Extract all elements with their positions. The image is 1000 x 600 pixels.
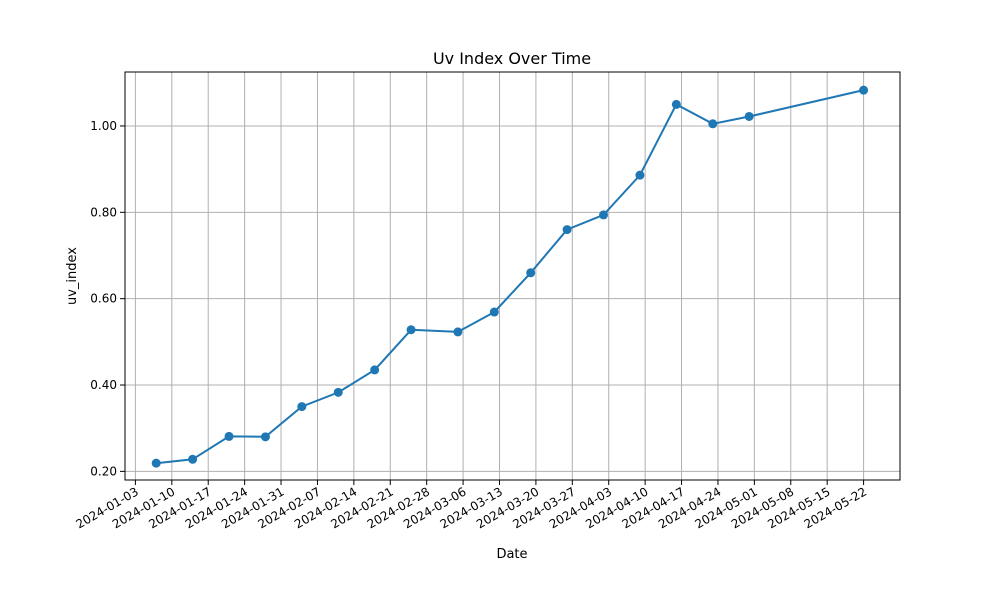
data-point: [297, 402, 307, 412]
data-point: [406, 325, 416, 335]
y-tick-label: 0.80: [90, 205, 117, 219]
data-point: [526, 268, 536, 278]
grid-lines: [125, 72, 900, 480]
data-point: [188, 454, 198, 464]
data-point: [224, 431, 234, 441]
data-point: [708, 119, 718, 129]
data-point: [260, 432, 270, 442]
data-point: [744, 111, 754, 121]
data-point: [635, 170, 645, 180]
y-tick-label: 0.60: [90, 292, 117, 306]
plot-frame: [124, 71, 901, 481]
data-point: [151, 458, 161, 468]
data-point: [599, 210, 609, 220]
data-point: [489, 307, 499, 317]
series-layer: [151, 85, 869, 468]
data-point: [671, 99, 681, 109]
data-point: [562, 225, 572, 235]
chart-title: Uv Index Over Time: [433, 49, 591, 68]
data-point: [370, 365, 380, 375]
x-axis-label: Date: [496, 547, 527, 562]
data-point: [453, 327, 463, 337]
series-line: [156, 89, 864, 465]
y-tick-label: 0.40: [90, 378, 117, 392]
y-tick-label: 1.00: [90, 119, 117, 133]
y-axis-label: uv_index: [65, 247, 80, 305]
y-tick-label: 0.20: [90, 464, 117, 478]
data-point: [859, 85, 869, 95]
data-point: [333, 387, 343, 397]
